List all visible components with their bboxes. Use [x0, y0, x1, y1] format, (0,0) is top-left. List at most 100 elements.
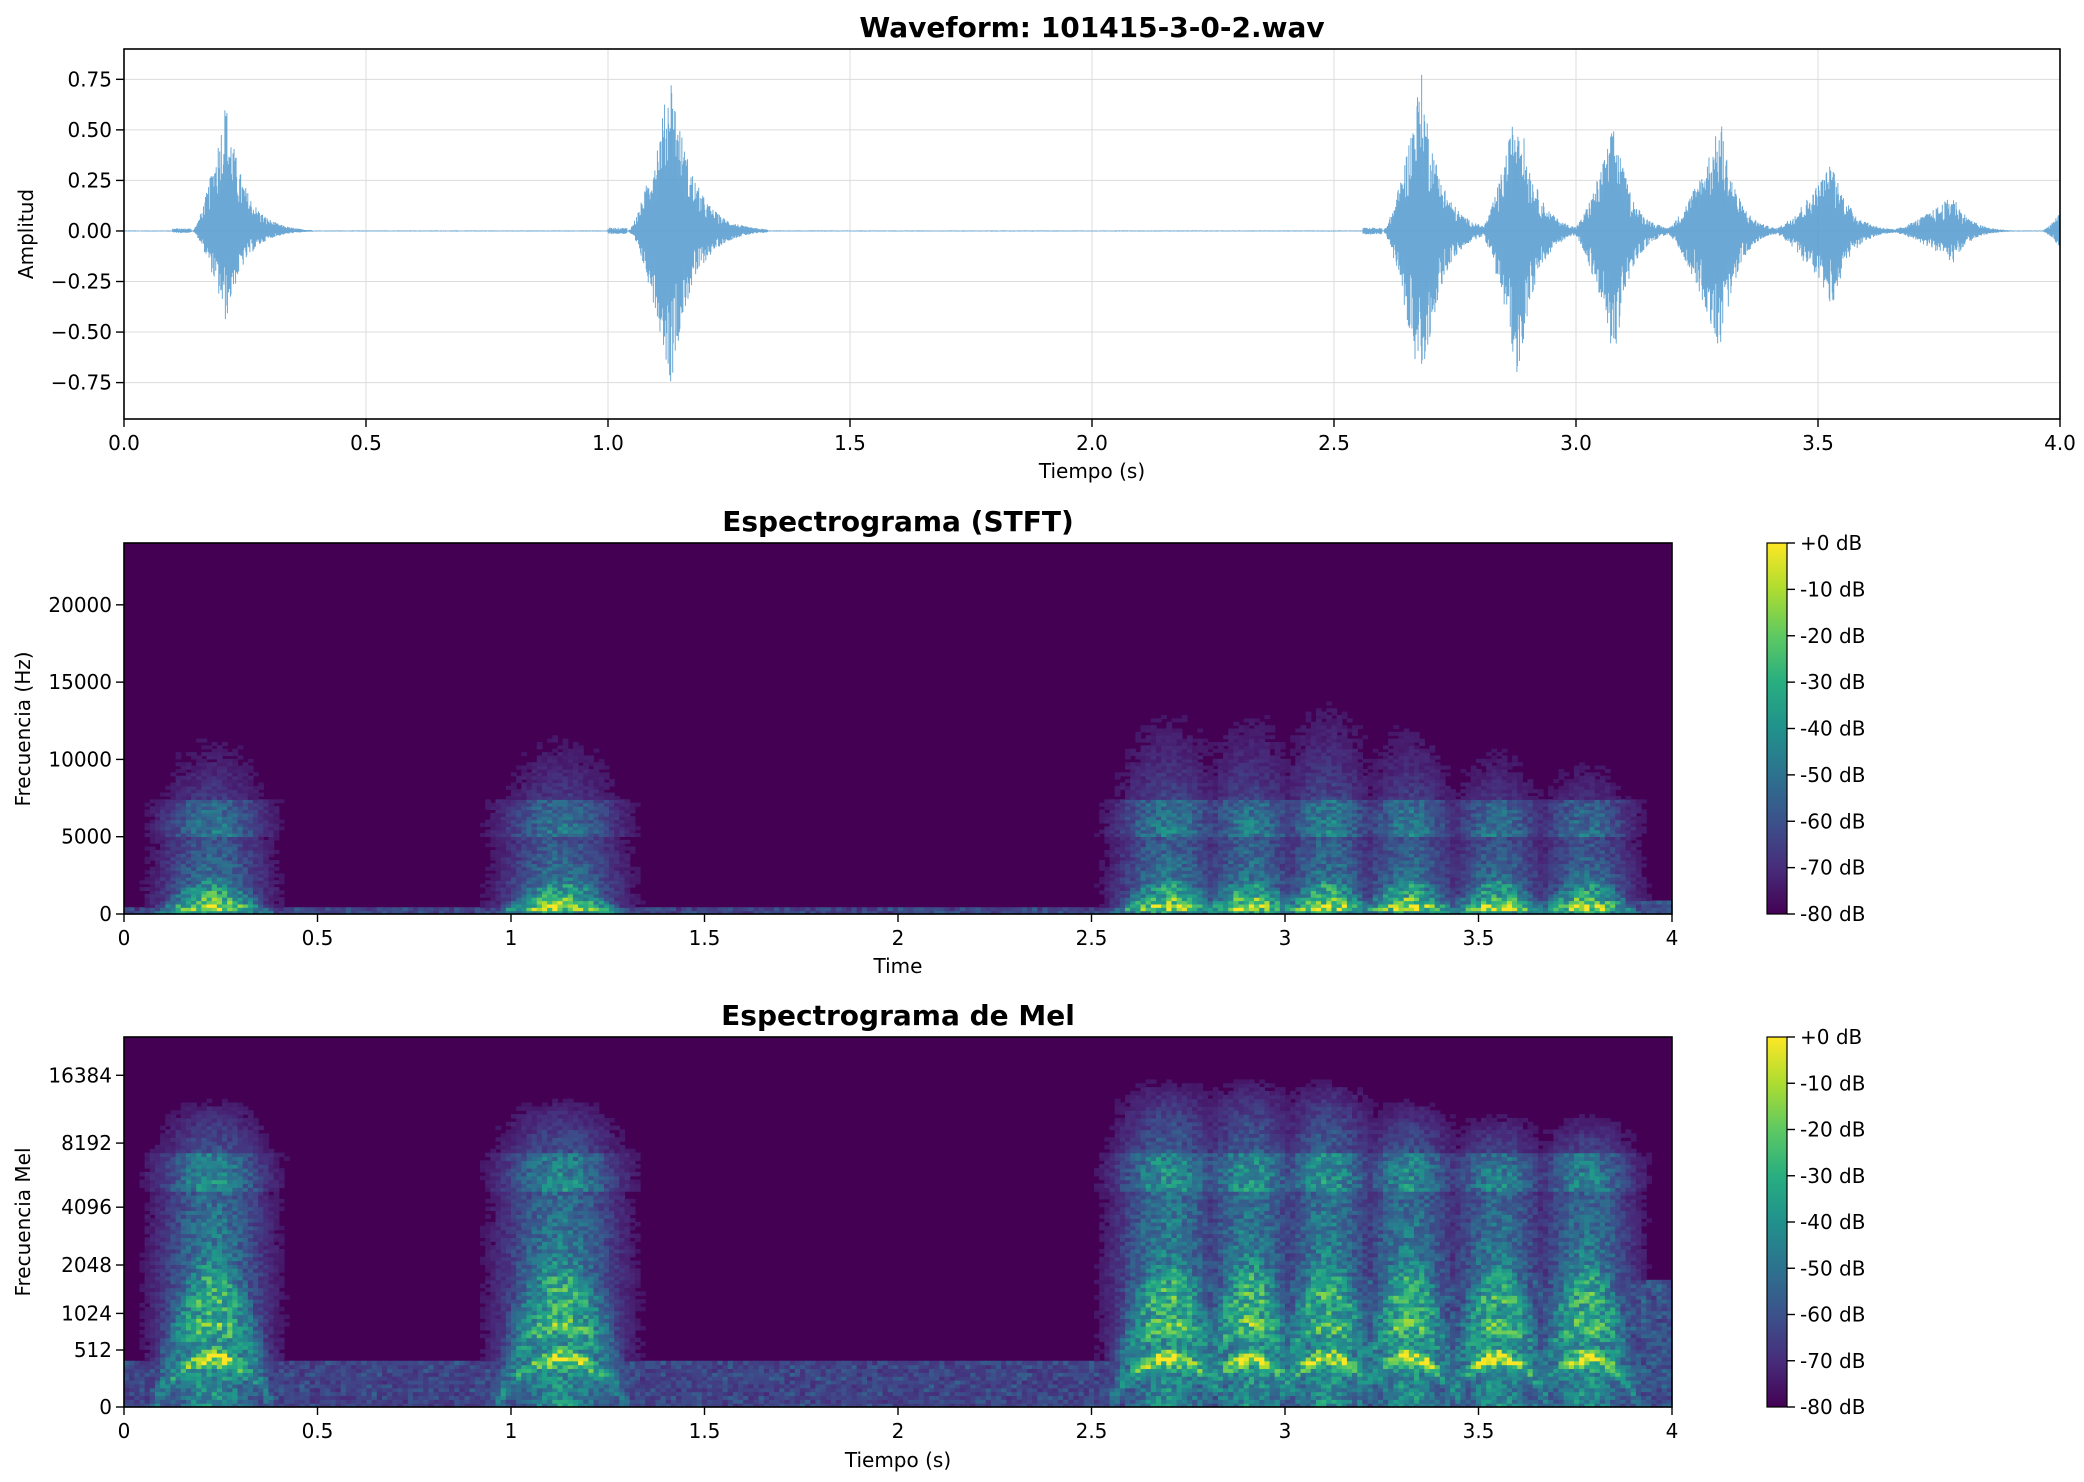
heatmap-cell — [1141, 836, 1147, 840]
heatmap-cell — [506, 809, 512, 813]
heatmap-cell — [1326, 772, 1332, 776]
heatmap-cell — [609, 884, 615, 888]
heatmap-cell — [1027, 907, 1033, 911]
heatmap-cell — [356, 907, 362, 911]
heatmap-cell — [243, 836, 249, 840]
heatmap-cell — [1244, 718, 1250, 722]
heatmap-cell — [1161, 884, 1167, 888]
heatmap-cell — [521, 782, 527, 786]
heatmap-cell — [599, 759, 605, 763]
heatmap-cell — [485, 799, 491, 803]
heatmap-cell — [480, 901, 486, 905]
heatmap-cell — [1218, 874, 1224, 878]
heatmap-cell — [826, 907, 832, 911]
heatmap-cell — [583, 786, 589, 790]
heatmap-cell — [955, 907, 961, 911]
heatmap-cell — [1331, 860, 1337, 864]
heatmap-cell — [1275, 786, 1281, 790]
heatmap-cell — [186, 762, 192, 766]
heatmap-cell — [1295, 847, 1301, 851]
heatmap-cell — [1202, 739, 1208, 743]
heatmap-cell — [212, 823, 218, 827]
heatmap-cell — [186, 897, 192, 901]
heatmap-cell — [532, 799, 538, 803]
heatmap-cell — [1104, 826, 1110, 830]
heatmap-cell — [1223, 762, 1229, 766]
heatmap-cell — [506, 884, 512, 888]
heatmap-cell — [625, 840, 631, 844]
heatmap-cell — [846, 907, 852, 911]
heatmap-cell — [196, 809, 202, 813]
heatmap-cell — [552, 897, 558, 901]
heatmap-cell — [1244, 799, 1250, 803]
heatmap-cell — [1177, 860, 1183, 864]
heatmap-cell — [1182, 897, 1188, 901]
heatmap-cell — [1326, 708, 1332, 712]
heatmap-cell — [594, 897, 600, 901]
heatmap-cell — [526, 836, 532, 840]
heatmap-cell — [1337, 884, 1343, 888]
heatmap-cell — [743, 907, 749, 911]
heatmap-cell — [1146, 897, 1152, 901]
heatmap-cell — [1213, 762, 1219, 766]
heatmap-cell — [537, 874, 543, 878]
heatmap-cell — [1244, 884, 1250, 888]
heatmap-cell — [1151, 725, 1157, 729]
heatmap-cell — [1311, 722, 1317, 726]
heatmap-cell — [630, 884, 636, 888]
heatmap-cell — [594, 847, 600, 851]
heatmap-cell — [1130, 809, 1136, 813]
heatmap-cell — [521, 799, 527, 803]
heatmap-cell — [1300, 847, 1306, 851]
heatmap-cell — [1259, 799, 1265, 803]
heatmap-cell — [1223, 799, 1229, 803]
heatmap-cell — [573, 742, 579, 746]
heatmap-cell — [165, 823, 171, 827]
heatmap-cell — [1110, 809, 1116, 813]
heatmap-cell — [1249, 836, 1255, 840]
heatmap-cell — [1125, 749, 1131, 753]
heatmap-cell — [222, 742, 228, 746]
heatmap-cell — [552, 836, 558, 840]
heatmap-cell — [1084, 907, 1090, 911]
heatmap-cell — [1259, 860, 1265, 864]
heatmap-cell — [1223, 735, 1229, 739]
heatmap-cell — [883, 907, 889, 911]
heatmap-cell — [258, 836, 264, 840]
heatmap-cell — [1177, 729, 1183, 733]
heatmap-cell — [594, 762, 600, 766]
heatmap-cell — [160, 874, 166, 878]
heatmap-cell — [557, 799, 563, 803]
heatmap-cell — [604, 793, 610, 797]
heatmap-cell — [1300, 823, 1306, 827]
heatmap-cell — [1254, 897, 1260, 901]
heatmap-cell — [578, 809, 584, 813]
heatmap-cell — [1156, 718, 1162, 722]
heatmap-cell — [1171, 799, 1177, 803]
heatmap-cell — [258, 823, 264, 827]
heatmap-cell — [1208, 766, 1214, 770]
heatmap-cell — [1032, 907, 1038, 911]
heatmap-cell — [1120, 782, 1126, 786]
heatmap-cell — [521, 766, 527, 770]
waveform-x-tick-label: 3.5 — [1802, 431, 1834, 455]
heatmap-cell — [521, 860, 527, 864]
heatmap-cell — [201, 809, 207, 813]
heatmap-cell — [1321, 735, 1327, 739]
heatmap-cell — [1182, 799, 1188, 803]
heatmap-cell — [1326, 702, 1332, 706]
heatmap-cell — [1197, 729, 1203, 733]
heatmap-cell — [1130, 786, 1136, 790]
heatmap-cell — [1156, 836, 1162, 840]
heatmap-cell — [1187, 860, 1193, 864]
heatmap-cell — [1130, 836, 1136, 840]
heatmap-cell — [1270, 884, 1276, 888]
heatmap-cell — [542, 897, 548, 901]
heatmap-cell — [232, 799, 238, 803]
heatmap-cell — [150, 867, 156, 871]
heatmap-cell — [1197, 786, 1203, 790]
heatmap-cell — [1120, 836, 1126, 840]
heatmap-cell — [1275, 823, 1281, 827]
heatmap-cell — [1166, 772, 1172, 776]
heatmap-cell — [212, 860, 218, 864]
